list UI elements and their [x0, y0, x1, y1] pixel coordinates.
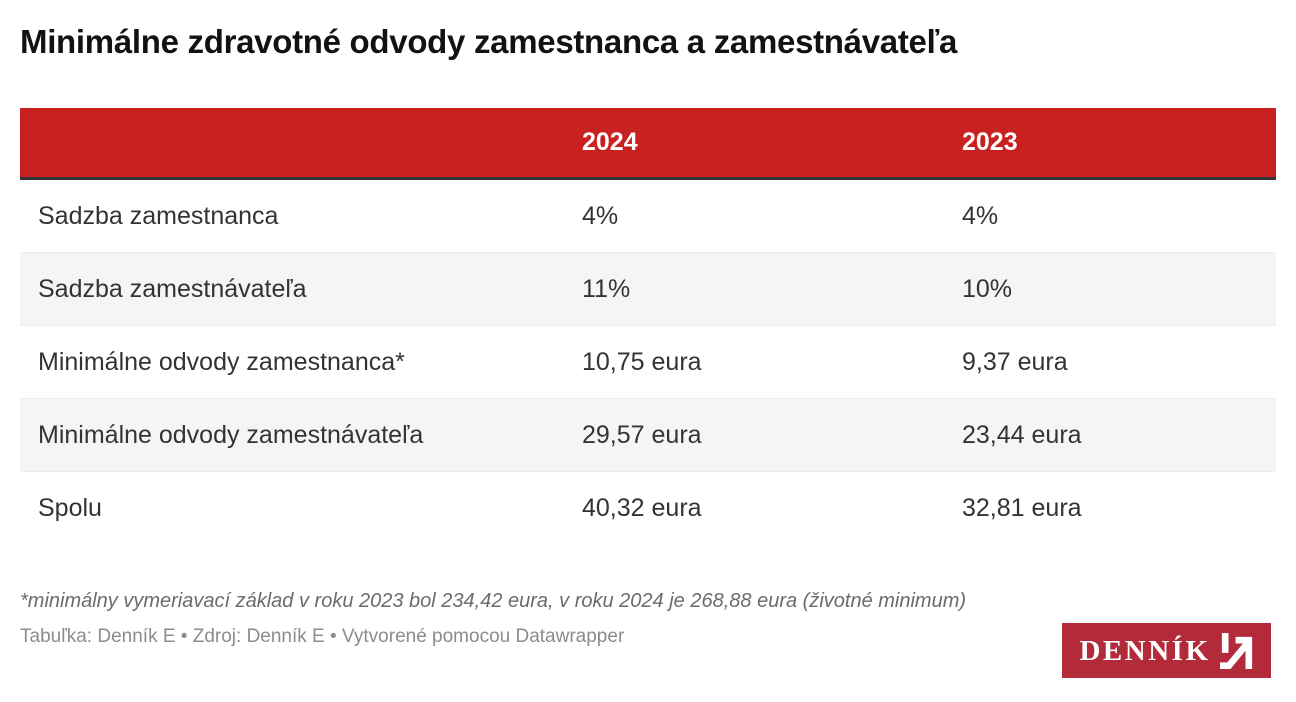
cell-2023: 32,81 eura — [962, 494, 1082, 522]
column-header-2024: 2024 — [582, 128, 638, 156]
data-table: 2024 2023 Sadzba zamestnanca 4% 4% Sadzb… — [20, 108, 1276, 545]
table-row: Minimálne odvody zamestnanca* 10,75 eura… — [20, 326, 1276, 399]
page: Minimálne zdravotné odvody zamestnanca a… — [20, 23, 1276, 647]
footnote: *minimálny vymeriavací základ v roku 202… — [20, 590, 967, 612]
credit-line: Tabuľka: Denník E • Zdroj: Denník E • Vy… — [20, 626, 625, 647]
cell-2023: 4% — [962, 201, 999, 230]
table-header-row: 2024 2023 — [20, 108, 1276, 180]
page-title: Minimálne zdravotné odvody zamestnanca a… — [20, 23, 958, 60]
row-label: Spolu — [38, 494, 102, 522]
cell-2023: 9,37 eura — [962, 347, 1068, 376]
cell-2023: 23,44 eura — [962, 420, 1082, 449]
table-row: Sadzba zamestnanca 4% 4% — [20, 180, 1276, 253]
row-label: Minimálne odvody zamestnávateľa — [38, 420, 424, 449]
cell-2024: 40,32 eura — [582, 494, 702, 522]
table-row: Minimálne odvody zamestnávateľa 29,57 eu… — [20, 399, 1276, 472]
table-row: Spolu 40,32 eura 32,81 eura — [20, 472, 1276, 545]
cell-2024: 4% — [582, 201, 619, 230]
table-row: Sadzba zamestnávateľa 11% 10% — [20, 253, 1276, 326]
logo-wordmark: DENNÍK — [1079, 634, 1211, 667]
cell-2024: 29,57 eura — [582, 420, 702, 449]
cell-2023: 10% — [962, 274, 1013, 303]
cell-2024: 11% — [582, 274, 631, 303]
column-header-2023: 2023 — [962, 128, 1018, 156]
row-label: Minimálne odvody zamestnanca* — [38, 347, 405, 376]
row-label: Sadzba zamestnanca — [38, 201, 279, 230]
dennik-n-logo: DENNÍK — [1062, 623, 1271, 678]
cell-2024: 10,75 eura — [582, 347, 702, 376]
dennik-n-icon — [1219, 632, 1254, 670]
row-label: Sadzba zamestnávateľa — [38, 274, 307, 303]
